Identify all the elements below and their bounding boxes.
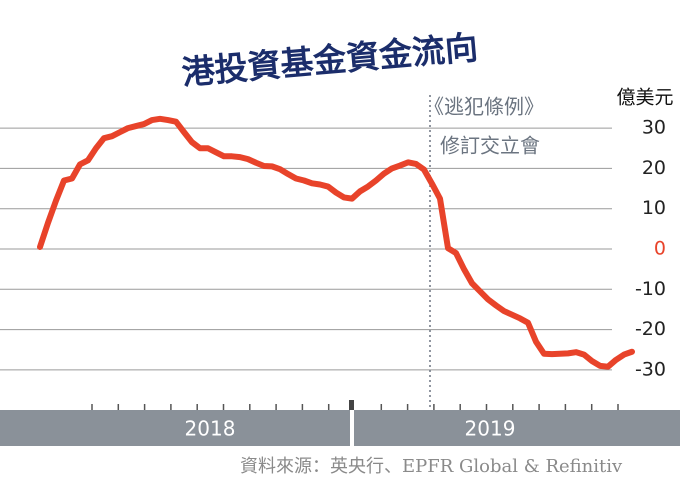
data-line bbox=[37, 115, 635, 370]
year-label: 2018 bbox=[185, 417, 236, 441]
y-tick-label: 20 bbox=[642, 157, 666, 179]
annotation: 修訂交立會 bbox=[440, 134, 540, 158]
year-divider bbox=[350, 400, 354, 446]
y-tick-label: 30 bbox=[642, 117, 666, 139]
y-tick-label: 0 bbox=[654, 238, 666, 260]
y-tick-label: 10 bbox=[642, 197, 666, 219]
y-tick-label: -20 bbox=[635, 318, 666, 340]
x-axis-band bbox=[0, 410, 680, 446]
y-tick-label: -10 bbox=[635, 278, 666, 300]
chart-title: 港投資基金資金流向 bbox=[180, 28, 479, 93]
grid-layer bbox=[0, 127, 612, 371]
source: 資料來源：英央行、EPFR Global & Refinitiv bbox=[240, 456, 623, 477]
y-axis-label: 億美元 bbox=[616, 87, 673, 109]
y-tick-label: -30 bbox=[635, 358, 666, 380]
year-label: 2019 bbox=[465, 417, 516, 441]
annotation: 《逃犯條例》 bbox=[424, 95, 544, 119]
divider-tick bbox=[349, 400, 354, 410]
